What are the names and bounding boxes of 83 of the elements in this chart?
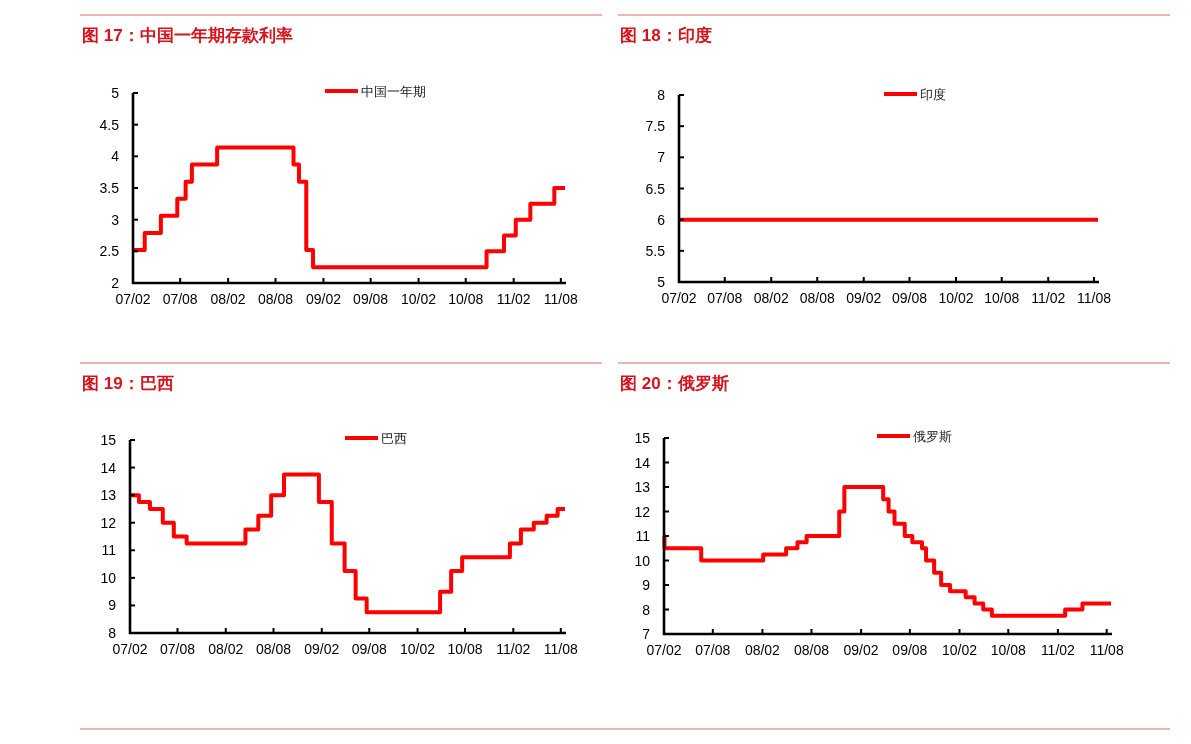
x-tick-label: 10/08 [447,641,483,657]
x-tick-label: 10/02 [401,291,437,307]
y-tick-label: 7 [657,149,666,166]
x-tick-label: 11/08 [543,641,579,657]
y-tick-label: 7 [642,626,651,642]
chart-title: 图 17：中国一年期存款利率 [82,26,293,45]
y-tick-label: 7.5 [645,118,666,135]
chart-title: 图 20：俄罗斯 [620,374,729,393]
x-tick-label: 10/08 [984,290,1020,306]
y-tick-label: 3.5 [99,180,120,196]
x-tick-label: 08/08 [799,290,835,306]
y-tick-label: 5.5 [645,242,666,259]
legend-label: 巴西 [381,431,407,446]
x-tick-label: 08/08 [255,641,292,657]
y-tick-label: 8 [642,601,651,618]
y-tick-label: 9 [108,597,117,614]
y-tick-label: 6.5 [645,180,666,197]
x-tick-label: 08/02 [208,641,244,657]
x-tick-label: 10/08 [990,642,1027,658]
x-tick-label: 08/08 [793,642,830,658]
x-tick-label: 07/08 [162,291,198,307]
x-tick-label: 07/08 [707,290,743,306]
x-tick-label: 09/02 [843,642,879,658]
y-tick-label: 12 [100,514,117,531]
x-tick-label: 10/08 [448,291,484,307]
x-tick-label: 07/02 [115,291,151,307]
y-tick-label: 8 [657,87,666,103]
y-tick-label: 3 [111,211,120,228]
x-tick-label: 07/02 [112,641,148,657]
x-tick-label: 08/02 [744,642,781,658]
x-tick-label: 09/08 [353,291,389,307]
chart-title: 图 19：巴西 [82,374,174,393]
x-tick-label: 08/02 [210,291,246,307]
x-tick-label: 08/08 [258,291,294,307]
y-tick-label: 6 [657,211,666,228]
chart-title: 图 18：印度 [620,26,712,45]
x-tick-label: 10/02 [400,641,436,657]
y-tick-label: 2 [111,275,120,291]
x-tick-label: 07/02 [661,290,697,306]
legend-label: 中国一年期 [361,84,426,99]
y-tick-label: 12 [634,503,651,520]
legend: 俄罗斯 [877,429,952,444]
x-tick-label: 09/02 [846,290,882,306]
x-tick-label: 09/08 [891,290,928,306]
x-tick-label: 09/02 [304,641,340,657]
x-tick-label: 07/08 [695,642,731,658]
x-tick-label: 11/02 [1031,290,1066,306]
x-tick-label: 11/08 [1076,290,1112,306]
y-tick-label: 13 [100,487,117,504]
y-tick-label: 2.5 [99,243,120,260]
y-tick-label: 10 [100,569,117,586]
x-tick-label: 09/08 [892,642,928,658]
y-tick-label: 8 [108,625,117,641]
x-tick-label: 07/02 [646,642,682,658]
x-tick-label: 11/08 [543,291,579,307]
y-tick-label: 11 [101,542,117,559]
legend: 中国一年期 [325,84,426,99]
y-tick-label: 14 [634,454,651,471]
x-tick-label: 11/08 [1089,642,1124,658]
y-tick-label: 13 [634,479,651,495]
legend-label: 俄罗斯 [913,429,952,444]
legend: 印度 [884,87,946,102]
y-tick-label: 4 [111,148,120,165]
y-tick-label: 11 [635,528,651,544]
y-tick-label: 5 [657,274,666,290]
y-tick-label: 4.5 [99,116,120,133]
x-tick-label: 10/02 [938,290,974,306]
x-tick-label: 08/02 [753,290,789,306]
y-tick-label: 15 [634,430,651,446]
y-tick-label: 15 [100,432,117,448]
legend-label: 印度 [920,87,946,102]
x-tick-label: 11/02 [496,641,531,657]
y-tick-label: 14 [100,459,117,476]
x-tick-label: 09/08 [351,641,387,657]
y-tick-label: 5 [111,85,120,101]
y-tick-label: 9 [642,577,651,593]
x-tick-label: 11/02 [496,291,531,307]
x-tick-label: 09/02 [305,291,342,307]
legend: 巴西 [345,431,407,446]
x-tick-label: 11/02 [1040,642,1076,658]
x-tick-label: 10/02 [941,642,978,658]
y-tick-label: 10 [634,552,651,569]
x-tick-label: 07/08 [159,641,196,657]
